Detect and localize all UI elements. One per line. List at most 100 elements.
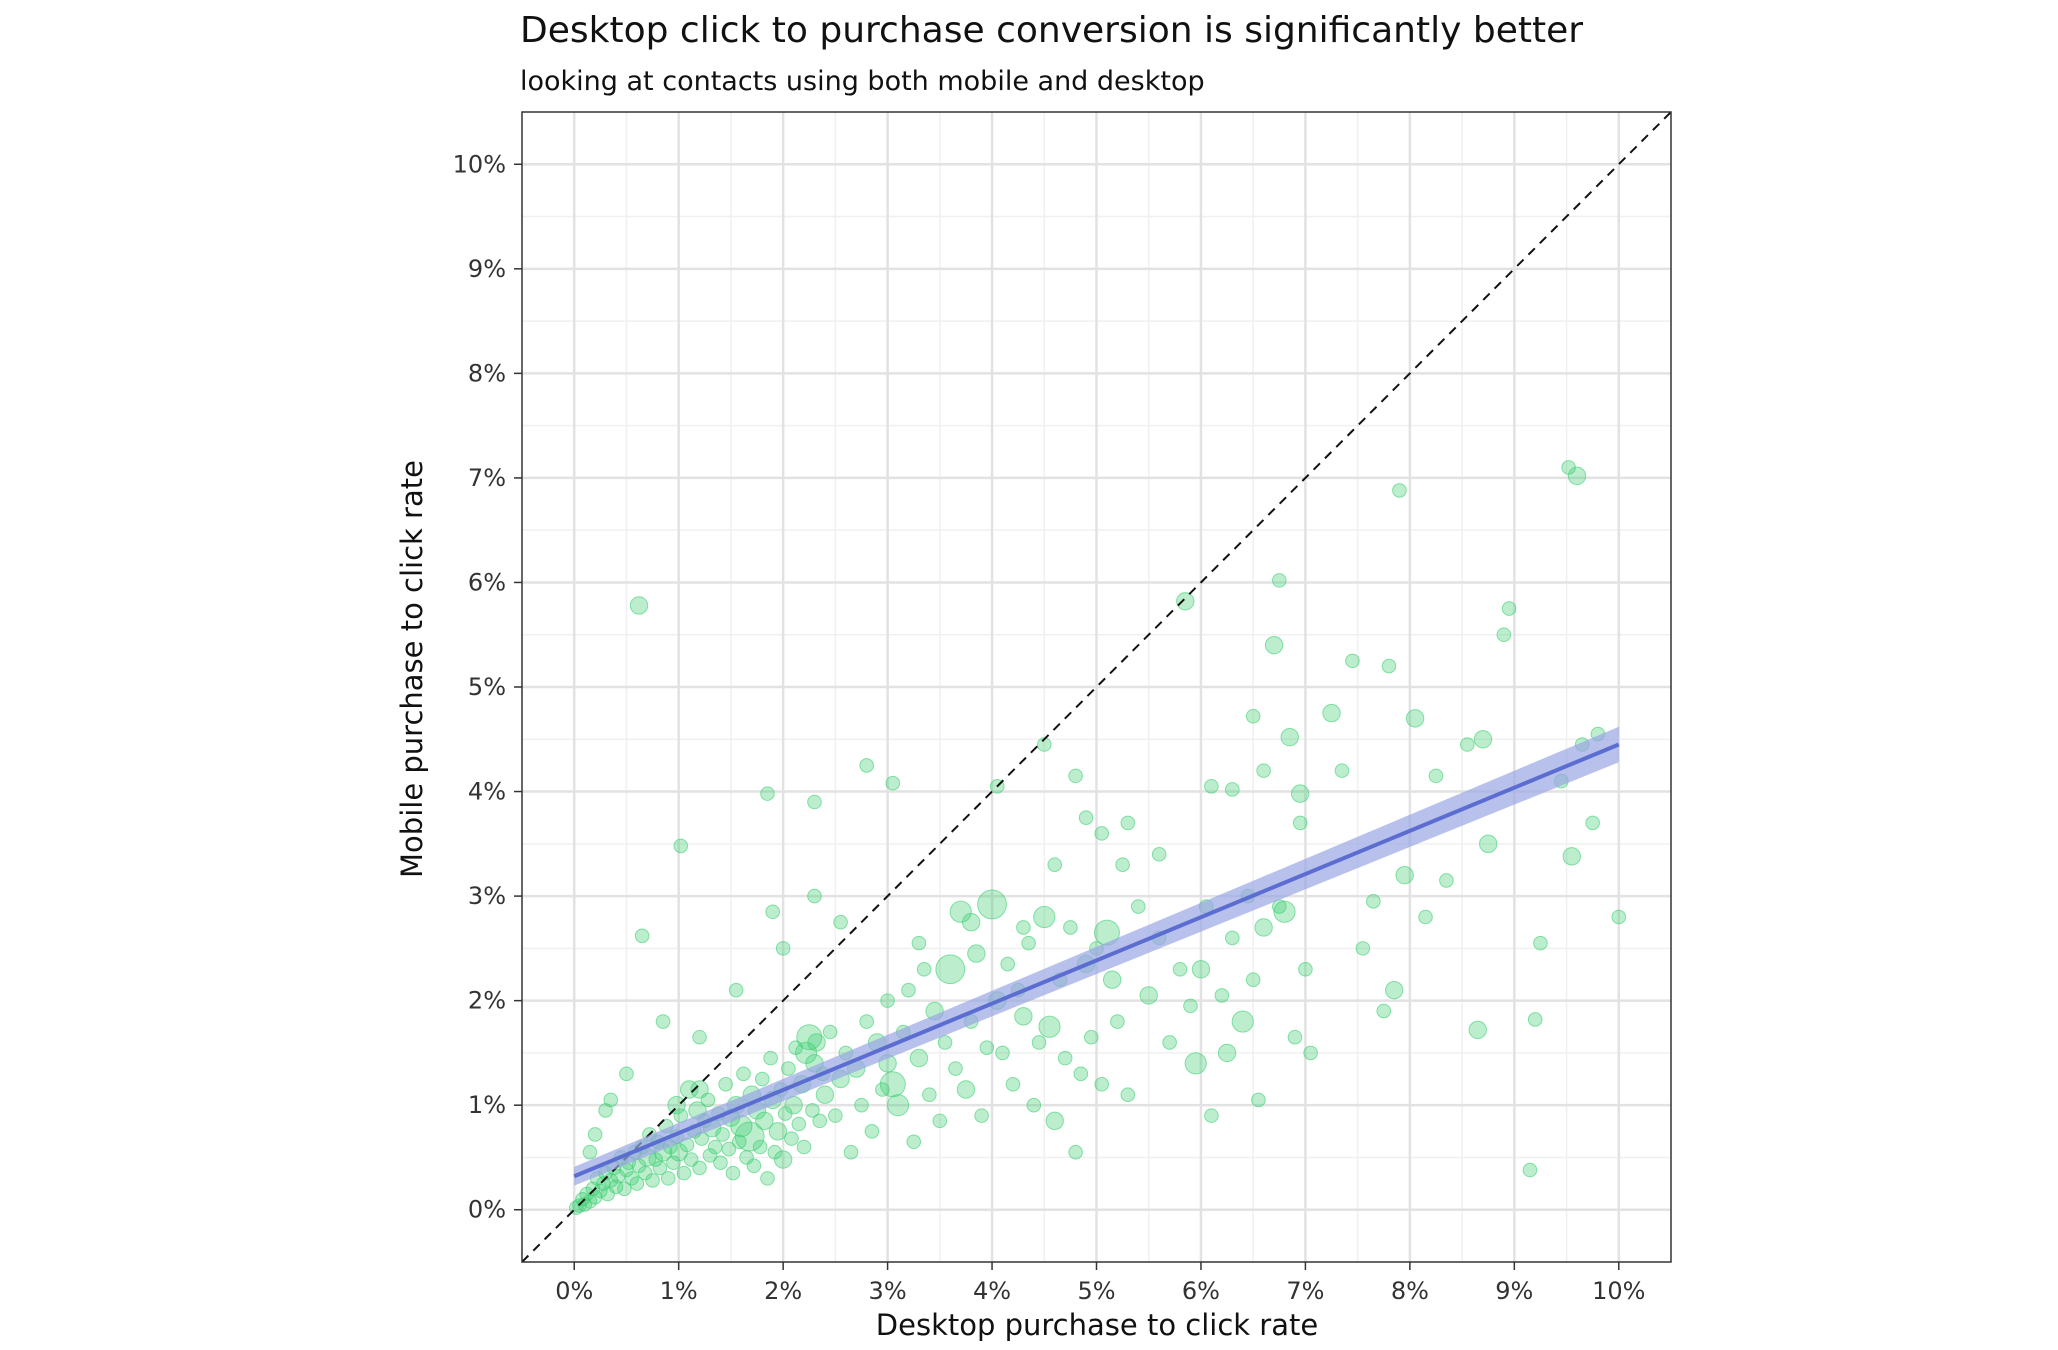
data-point bbox=[1000, 956, 1016, 972]
data-point bbox=[1273, 900, 1296, 923]
data-point bbox=[582, 1144, 598, 1160]
data-point bbox=[875, 1082, 890, 1097]
data-point bbox=[715, 1127, 730, 1142]
data-point bbox=[1567, 466, 1587, 486]
y-axis-title: Mobile purchase to click rate bbox=[395, 460, 429, 878]
data-point bbox=[1501, 601, 1517, 616]
data-point bbox=[906, 1134, 922, 1150]
x-tick-label: 6% bbox=[1182, 1277, 1220, 1305]
data-point bbox=[1102, 970, 1122, 989]
data-point bbox=[1204, 779, 1219, 794]
data-point bbox=[1473, 730, 1493, 749]
data-point bbox=[1366, 894, 1381, 909]
chart-title: Desktop click to purchase conversion is … bbox=[520, 10, 1583, 51]
confidence-ribbon bbox=[574, 726, 1619, 1186]
data-point bbox=[754, 1071, 770, 1087]
data-point bbox=[1231, 1010, 1254, 1033]
data-point bbox=[1522, 1162, 1538, 1178]
data-point bbox=[728, 982, 744, 998]
data-point bbox=[629, 1176, 645, 1191]
y-tick-label: 6% bbox=[468, 568, 506, 596]
x-tick-label: 9% bbox=[1495, 1277, 1533, 1305]
data-point bbox=[1460, 737, 1475, 752]
data-point bbox=[1217, 1043, 1237, 1063]
data-point bbox=[760, 1171, 775, 1186]
data-point bbox=[587, 1127, 603, 1142]
data-point bbox=[1130, 899, 1146, 914]
data-point bbox=[791, 1116, 807, 1132]
data-point bbox=[859, 758, 875, 773]
data-point bbox=[1264, 635, 1284, 655]
data-point bbox=[1094, 1076, 1110, 1092]
data-point bbox=[718, 1076, 733, 1092]
data-point bbox=[796, 1139, 812, 1155]
data-point bbox=[807, 888, 822, 904]
y-tick-label: 2% bbox=[468, 987, 506, 1015]
y-tick-label: 3% bbox=[468, 882, 506, 910]
data-point bbox=[617, 1181, 632, 1197]
data-point bbox=[1562, 847, 1581, 866]
data-point bbox=[1021, 935, 1036, 951]
data-point bbox=[784, 1131, 799, 1146]
data-point bbox=[885, 775, 901, 791]
data-point bbox=[1016, 920, 1031, 935]
data-point bbox=[1334, 763, 1350, 778]
data-point bbox=[937, 1035, 953, 1050]
data-point bbox=[1533, 935, 1548, 951]
data-point bbox=[805, 1103, 820, 1118]
data-point bbox=[1287, 1029, 1303, 1045]
data-point bbox=[755, 1111, 774, 1131]
data-point bbox=[1078, 810, 1094, 825]
data-point bbox=[760, 786, 775, 801]
data-point bbox=[1303, 1045, 1318, 1061]
y-tick-label: 5% bbox=[468, 673, 506, 701]
data-point bbox=[1047, 857, 1063, 873]
data-point bbox=[1292, 815, 1308, 831]
data-point bbox=[1254, 918, 1273, 937]
data-point bbox=[922, 1087, 937, 1103]
data-point bbox=[1110, 1014, 1125, 1029]
data-point bbox=[1172, 961, 1188, 977]
data-point bbox=[880, 993, 895, 1008]
data-point bbox=[1068, 768, 1083, 784]
data-point bbox=[1162, 1035, 1177, 1050]
data-point bbox=[1439, 873, 1454, 888]
data-point bbox=[979, 1040, 995, 1055]
data-point bbox=[1183, 998, 1198, 1014]
data-point bbox=[854, 1097, 869, 1113]
x-tick-label: 0% bbox=[555, 1277, 593, 1305]
data-point bbox=[967, 944, 986, 963]
x-tick-label: 7% bbox=[1286, 1277, 1324, 1305]
data-point bbox=[916, 961, 932, 977]
data-point bbox=[655, 1014, 671, 1029]
data-point bbox=[1026, 1097, 1042, 1113]
data-point bbox=[961, 913, 981, 932]
data-point bbox=[690, 1080, 709, 1099]
data-point bbox=[624, 1171, 639, 1186]
chart-subtitle: looking at contacts using both mobile an… bbox=[520, 66, 1205, 97]
data-point bbox=[1224, 930, 1240, 946]
data-point bbox=[822, 1024, 838, 1040]
data-point bbox=[807, 794, 822, 810]
y-tick-label: 8% bbox=[468, 359, 506, 387]
data-point bbox=[1271, 573, 1287, 588]
data-point bbox=[1036, 737, 1052, 752]
data-point bbox=[702, 1148, 718, 1163]
data-point bbox=[1115, 857, 1130, 873]
data-point bbox=[692, 1160, 707, 1176]
data-point bbox=[1068, 1144, 1083, 1160]
data-point bbox=[679, 1080, 699, 1099]
data-point bbox=[1224, 782, 1240, 797]
data-point bbox=[911, 935, 927, 951]
data-point bbox=[765, 904, 780, 920]
data-point bbox=[1057, 1050, 1073, 1066]
data-point bbox=[886, 1094, 910, 1117]
data-point bbox=[932, 1113, 948, 1129]
x-axis-title: Desktop purchase to click rate bbox=[876, 1308, 1318, 1342]
data-point bbox=[619, 1066, 634, 1082]
data-point bbox=[828, 1108, 843, 1123]
data-point bbox=[1063, 920, 1078, 935]
data-point bbox=[1184, 1052, 1207, 1075]
data-point bbox=[949, 900, 972, 923]
data-point bbox=[1428, 768, 1444, 784]
